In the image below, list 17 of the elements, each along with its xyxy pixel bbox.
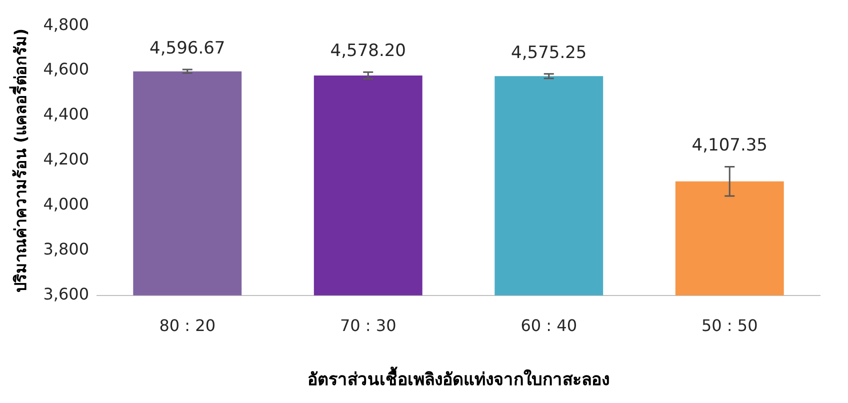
y-tick-label: 4,400 [43,104,90,124]
data-label: 4,107.35 [692,136,768,156]
data-label: 4,575.25 [511,42,587,63]
x-axis-title: อัตราส่วนเชื้อเพลิงอัดแท่งจากใบกาสะลอง [308,366,610,390]
x-tick-label: 70 : 30 [340,316,396,336]
y-axis-title: ปริมาณค่าความร้อน (แคลอรี่ต่อกรัม) [8,28,30,293]
data-label: 4,578.20 [330,41,406,62]
data-label: 4,596.67 [150,38,226,58]
y-tick-label: 3,600 [43,284,90,304]
y-tick-label: 4,000 [43,194,90,214]
y-tick-label: 3,800 [43,240,90,259]
y-tick-label: 4,200 [43,150,90,169]
x-tick-label: 60 : 40 [520,316,578,336]
y-tick-label: 4,600 [43,60,90,79]
x-tick-label: 80 : 20 [159,316,216,336]
y-tick-label: 4,800 [43,14,90,34]
x-tick-label: 50 : 50 [701,316,758,336]
